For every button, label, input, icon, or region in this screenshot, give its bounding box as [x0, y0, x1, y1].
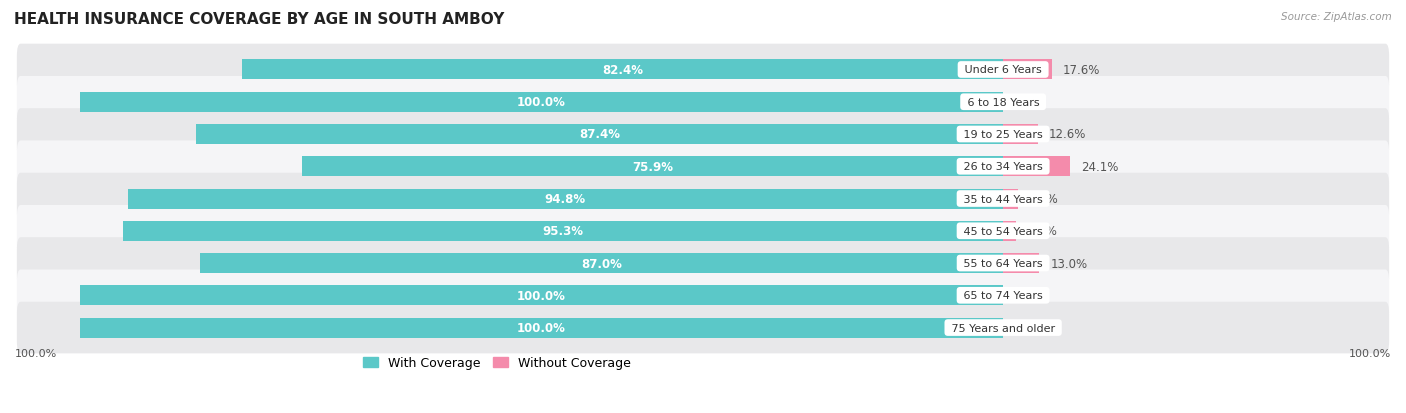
Bar	[195, 125, 1002, 145]
Bar	[1002, 254, 1039, 273]
Text: 75 Years and older: 75 Years and older	[948, 323, 1059, 333]
Text: 6 to 18 Years: 6 to 18 Years	[963, 97, 1043, 107]
FancyBboxPatch shape	[17, 173, 1389, 225]
Bar	[1002, 60, 1052, 80]
FancyBboxPatch shape	[17, 109, 1389, 160]
Bar	[1002, 125, 1038, 145]
Bar	[128, 189, 1002, 209]
Text: 0.0%: 0.0%	[1014, 289, 1043, 302]
Text: 55 to 64 Years: 55 to 64 Years	[960, 259, 1046, 268]
Text: 100.0%: 100.0%	[15, 348, 58, 358]
Text: 19 to 25 Years: 19 to 25 Years	[960, 130, 1046, 140]
FancyBboxPatch shape	[17, 206, 1389, 257]
Bar	[1002, 157, 1070, 177]
FancyBboxPatch shape	[17, 77, 1389, 128]
Text: 35 to 44 Years: 35 to 44 Years	[960, 194, 1046, 204]
Text: 95.3%: 95.3%	[543, 225, 583, 238]
Text: 82.4%: 82.4%	[602, 64, 643, 77]
Text: Under 6 Years: Under 6 Years	[962, 65, 1045, 75]
Bar	[1002, 221, 1017, 241]
Text: 100.0%: 100.0%	[517, 96, 565, 109]
Bar	[302, 157, 1002, 177]
Text: 100.0%: 100.0%	[517, 321, 565, 334]
Legend: With Coverage, Without Coverage: With Coverage, Without Coverage	[357, 351, 636, 374]
Text: 12.6%: 12.6%	[1049, 128, 1087, 141]
Text: Source: ZipAtlas.com: Source: ZipAtlas.com	[1281, 12, 1392, 22]
Text: 65 to 74 Years: 65 to 74 Years	[960, 291, 1046, 301]
Bar	[80, 93, 1002, 112]
Text: 87.4%: 87.4%	[579, 128, 620, 141]
Text: 24.1%: 24.1%	[1081, 160, 1118, 173]
Text: 4.7%: 4.7%	[1028, 225, 1057, 238]
Bar	[80, 286, 1002, 306]
FancyBboxPatch shape	[17, 302, 1389, 354]
Text: 94.8%: 94.8%	[546, 192, 586, 206]
FancyBboxPatch shape	[17, 237, 1389, 289]
FancyBboxPatch shape	[17, 270, 1389, 321]
Text: 13.0%: 13.0%	[1050, 257, 1087, 270]
Bar	[80, 318, 1002, 338]
Text: 26 to 34 Years: 26 to 34 Years	[960, 162, 1046, 172]
Text: 45 to 54 Years: 45 to 54 Years	[960, 226, 1046, 236]
Text: 17.6%: 17.6%	[1063, 64, 1101, 77]
Text: 0.0%: 0.0%	[1014, 321, 1043, 334]
Bar	[200, 254, 1002, 273]
Text: 100.0%: 100.0%	[1348, 348, 1391, 358]
Text: 75.9%: 75.9%	[633, 160, 673, 173]
Text: 100.0%: 100.0%	[517, 289, 565, 302]
Text: 0.0%: 0.0%	[1014, 96, 1043, 109]
FancyBboxPatch shape	[17, 45, 1389, 96]
Text: 87.0%: 87.0%	[581, 257, 621, 270]
Text: 5.2%: 5.2%	[1029, 192, 1059, 206]
FancyBboxPatch shape	[17, 141, 1389, 192]
Bar	[124, 221, 1002, 241]
Bar	[242, 60, 1002, 80]
Bar	[1002, 189, 1018, 209]
Text: HEALTH INSURANCE COVERAGE BY AGE IN SOUTH AMBOY: HEALTH INSURANCE COVERAGE BY AGE IN SOUT…	[14, 12, 505, 27]
